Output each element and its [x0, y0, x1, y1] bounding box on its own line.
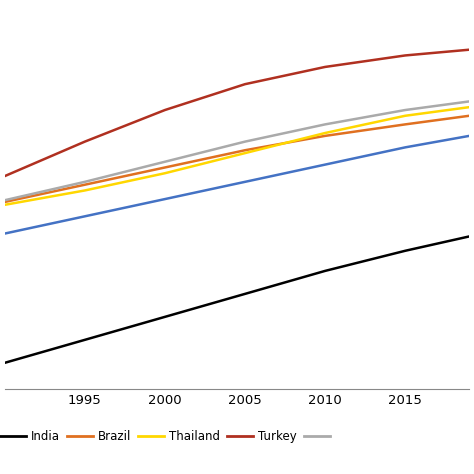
Legend: India, Brazil, Thailand, Turkey, : India, Brazil, Thailand, Turkey,	[0, 425, 339, 447]
